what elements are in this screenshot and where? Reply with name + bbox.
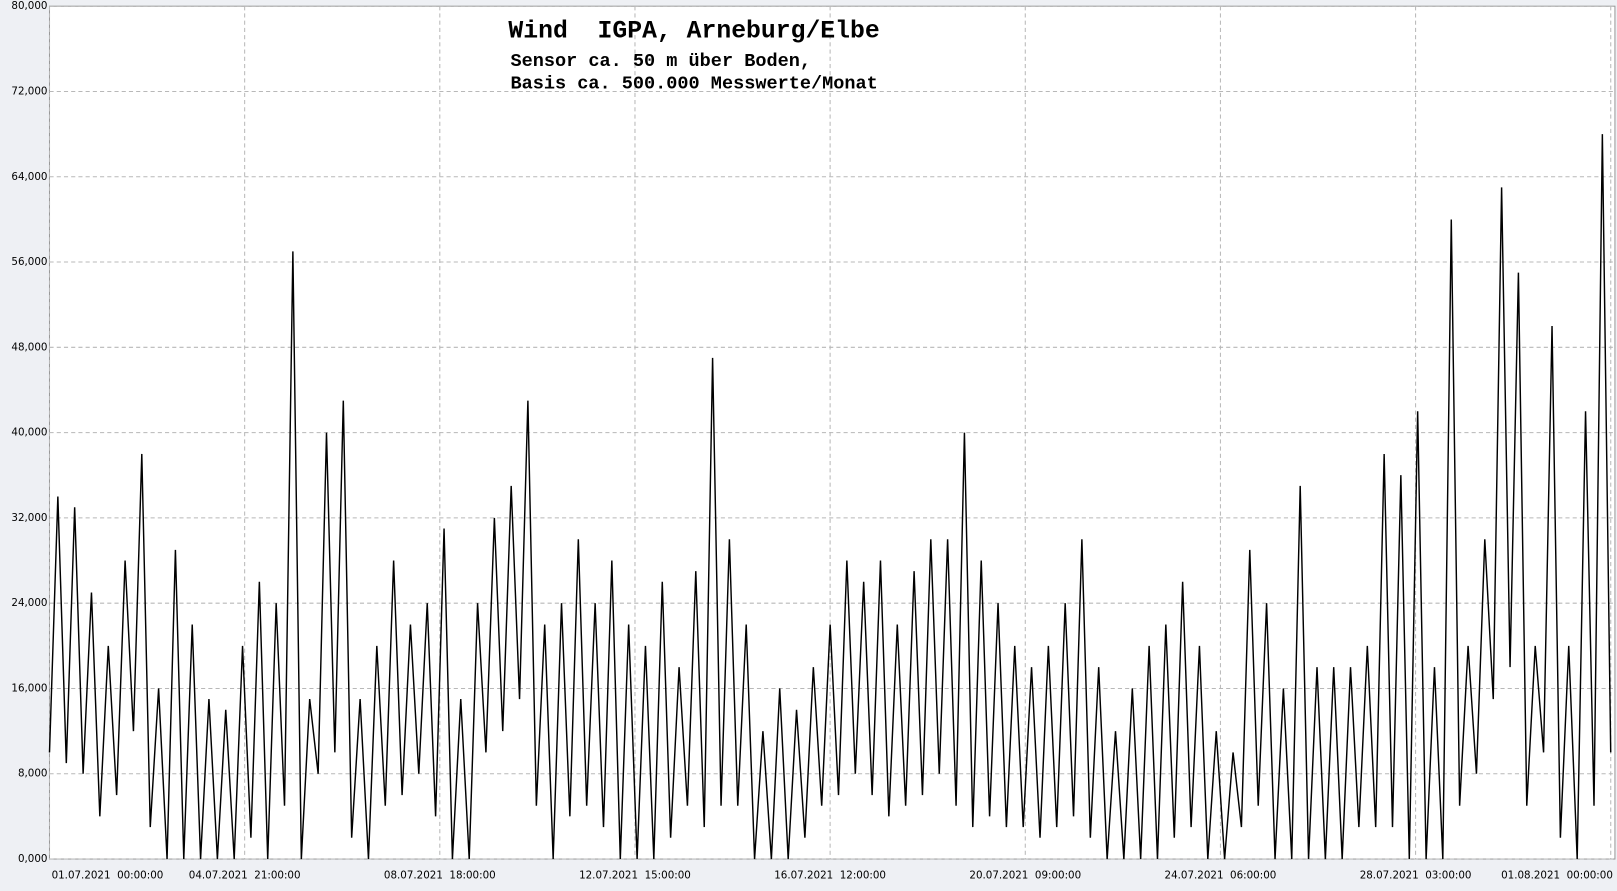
y-tick-label: 48,000 — [11, 341, 47, 353]
y-tick-label: 40,000 — [11, 427, 47, 439]
y-tick-label: 24,000 — [11, 597, 47, 609]
y-tick-label: 16,000 — [11, 682, 47, 694]
y-tick-label: 32,000 — [11, 512, 47, 524]
y-tick-label: 80,000 — [11, 0, 47, 12]
y-tick-label: 0,000 — [18, 853, 47, 865]
x-tick-label: 20.07.2021 09:00:00 — [969, 870, 1081, 882]
x-tick-label: 16.07.2021 12:00:00 — [774, 870, 886, 882]
x-tick-label: 01.07.2021 00:00:00 — [52, 870, 164, 882]
x-tick-label: 12.07.2021 15:00:00 — [579, 870, 691, 882]
x-tick-label: 24.07.2021 06:00:00 — [1165, 870, 1277, 882]
x-tick-label: 01.08.2021 00:00:00 — [1501, 870, 1613, 882]
y-tick-label: 56,000 — [11, 256, 47, 268]
subtitle: Basis ca. 500.000 Messwerte/Monat — [510, 73, 877, 94]
x-tick-label: 08.07.2021 18:00:00 — [384, 870, 496, 882]
x-tick-label: 28.07.2021 03:00:00 — [1360, 870, 1472, 882]
y-tick-label: 64,000 — [11, 171, 47, 183]
chart-title: Wind IGPA, Arneburg/Elbe — [508, 17, 879, 45]
y-tick-label: 72,000 — [11, 85, 47, 97]
subtitle: Sensor ca. 50 m über Boden, — [510, 51, 811, 72]
data-line — [48, 134, 1612, 860]
y-tick-label: 8,000 — [18, 768, 47, 780]
x-tick-label: 04.07.2021 21:00:00 — [189, 870, 301, 882]
